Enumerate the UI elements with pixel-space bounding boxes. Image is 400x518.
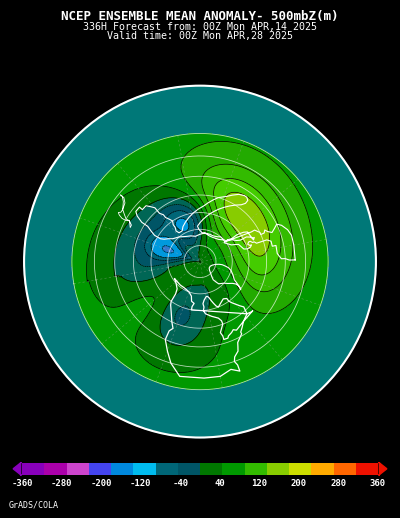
Bar	[267, 463, 289, 475]
Point	[197, 257, 203, 266]
Point	[197, 257, 203, 266]
Point	[197, 257, 203, 266]
Text: -40: -40	[172, 479, 188, 488]
Bar	[334, 463, 356, 475]
Point	[197, 257, 203, 266]
Bar	[178, 463, 200, 475]
Point	[197, 257, 203, 266]
Point	[197, 257, 203, 266]
Text: GrADS/COLA: GrADS/COLA	[9, 501, 59, 510]
Point	[197, 257, 203, 266]
Bar	[222, 463, 244, 475]
Bar	[200, 463, 222, 475]
Polygon shape	[24, 85, 376, 438]
Text: 120: 120	[251, 479, 267, 488]
Point	[197, 257, 203, 266]
Bar	[356, 463, 378, 475]
Point	[197, 257, 203, 266]
Text: -360: -360	[11, 479, 33, 488]
Bar	[244, 463, 267, 475]
Point	[197, 257, 203, 266]
Point	[197, 257, 203, 266]
Bar	[311, 463, 334, 475]
Text: 280: 280	[330, 479, 346, 488]
Point	[197, 257, 203, 266]
Bar	[44, 463, 66, 475]
Point	[197, 257, 203, 266]
Bar	[22, 463, 44, 475]
Text: 360: 360	[370, 479, 386, 488]
Point	[197, 257, 203, 266]
Bar	[156, 463, 178, 475]
Point	[197, 257, 203, 266]
Point	[197, 257, 203, 266]
Point	[197, 257, 203, 266]
Point	[197, 257, 203, 266]
Point	[197, 257, 203, 266]
Text: 336H Forecast from: 00Z Mon APR,14 2025: 336H Forecast from: 00Z Mon APR,14 2025	[83, 22, 317, 32]
Text: Valid time: 00Z Mon APR,28 2025: Valid time: 00Z Mon APR,28 2025	[107, 31, 293, 41]
Bar	[89, 463, 111, 475]
Text: -120: -120	[130, 479, 152, 488]
Bar	[66, 463, 89, 475]
Text: -200: -200	[90, 479, 112, 488]
Text: NCEP ENSEMBLE MEAN ANOMALY- 500mbZ(m): NCEP ENSEMBLE MEAN ANOMALY- 500mbZ(m)	[61, 10, 339, 23]
Bar	[133, 463, 156, 475]
FancyArrow shape	[378, 462, 387, 476]
Text: -280: -280	[51, 479, 72, 488]
Point	[197, 257, 203, 266]
Point	[197, 257, 203, 266]
Bar	[289, 463, 311, 475]
Point	[197, 257, 203, 266]
Text: 40: 40	[214, 479, 225, 488]
Point	[197, 257, 203, 266]
Point	[197, 257, 203, 266]
Text: 200: 200	[291, 479, 307, 488]
Point	[197, 257, 203, 266]
Bar	[111, 463, 133, 475]
FancyArrow shape	[13, 462, 22, 476]
